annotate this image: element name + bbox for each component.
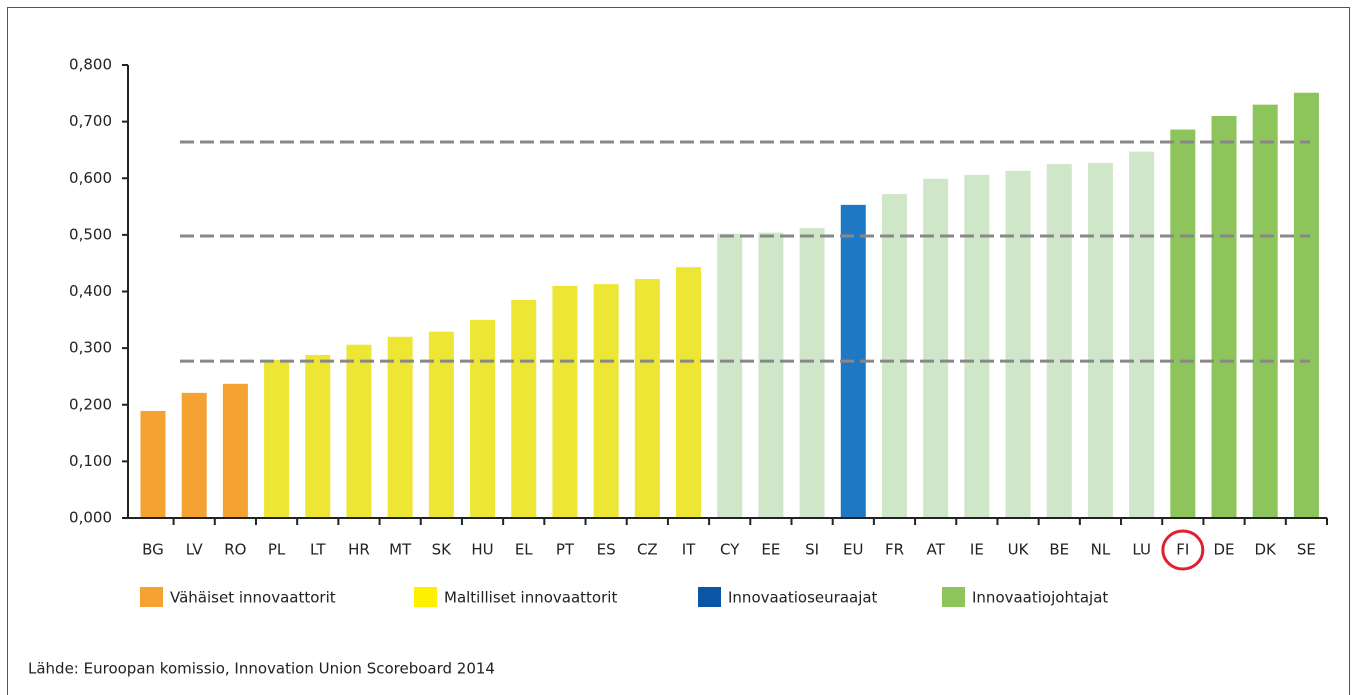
legend-label: Vähäiset innovaattorit xyxy=(170,589,336,607)
bar xyxy=(181,392,207,518)
legend-swatch xyxy=(140,587,163,607)
bar xyxy=(470,319,496,518)
x-tick-label: HR xyxy=(348,541,370,559)
x-tick-label: BG xyxy=(142,541,164,559)
x-tick-label: DE xyxy=(1214,541,1235,559)
x-tick-label: MT xyxy=(389,541,412,559)
bar xyxy=(881,194,907,519)
x-tick-label: AT xyxy=(927,541,946,559)
legend-swatch xyxy=(698,587,721,607)
bar xyxy=(305,354,331,518)
x-tick-label: FR xyxy=(885,541,904,559)
x-tick-label: LU xyxy=(1132,541,1151,559)
x-tick-label: EL xyxy=(515,541,533,559)
x-tick-label: UK xyxy=(1008,541,1030,559)
x-tick-label: NL xyxy=(1091,541,1111,559)
x-tick-label: SK xyxy=(432,541,453,559)
bar xyxy=(593,284,619,518)
frame xyxy=(7,7,1350,695)
bar xyxy=(964,174,990,519)
x-tick-label: RO xyxy=(224,541,246,559)
bar xyxy=(1087,162,1113,518)
y-tick-label: 0,200 xyxy=(69,395,112,413)
x-tick-label: FI xyxy=(1176,541,1189,559)
bar xyxy=(1293,92,1319,518)
x-tick-label: ES xyxy=(597,541,616,559)
x-tick-label: IE xyxy=(970,541,984,559)
x-tick-label: PT xyxy=(556,541,575,559)
bar xyxy=(1005,170,1031,519)
bar xyxy=(552,285,578,518)
bar xyxy=(1129,151,1155,519)
bar xyxy=(634,279,660,518)
x-tick-label: CZ xyxy=(637,541,658,559)
bar xyxy=(428,331,454,518)
x-tick-label: IT xyxy=(682,541,696,559)
legend-swatch xyxy=(942,587,965,607)
bar xyxy=(923,178,949,518)
y-tick-label: 0,700 xyxy=(69,112,112,130)
y-tick-label: 0,400 xyxy=(69,282,112,300)
x-tick-label: SI xyxy=(805,541,819,559)
x-tick-label: LV xyxy=(186,541,204,559)
y-tick-label: 0,300 xyxy=(69,339,112,357)
bar xyxy=(676,267,702,518)
bar xyxy=(511,299,537,518)
bar xyxy=(264,360,290,518)
x-tick-label: HU xyxy=(471,541,493,559)
legend-label: Innovaatioseuraajat xyxy=(728,589,878,607)
highlight-circle xyxy=(1161,529,1205,571)
x-tick-label: EE xyxy=(761,541,780,559)
legend-label: Innovaatiojohtajat xyxy=(972,589,1108,607)
bar xyxy=(1211,115,1237,519)
legend-label: Maltilliset innovaattorit xyxy=(444,589,617,607)
x-tick-label: LT xyxy=(310,541,326,559)
legend-swatch xyxy=(414,587,437,607)
x-tick-label: CY xyxy=(720,541,740,559)
bar xyxy=(346,344,372,518)
x-tick-label: PL xyxy=(268,541,286,559)
bar xyxy=(1046,164,1072,518)
bar xyxy=(717,233,743,518)
bar xyxy=(1252,104,1278,518)
x-tick-label: BE xyxy=(1049,541,1069,559)
y-tick-label: 0,100 xyxy=(69,452,112,470)
x-tick-label: DK xyxy=(1255,541,1278,559)
bar xyxy=(222,383,248,518)
source: Lähde: Euroopan komissio, Innovation Uni… xyxy=(28,660,495,678)
bar xyxy=(387,336,413,518)
bar xyxy=(1170,129,1196,519)
x-tick-label: EU xyxy=(843,541,863,559)
y-tick-label: 0,800 xyxy=(69,56,112,74)
y-tick-label: 0,600 xyxy=(69,169,112,187)
bar xyxy=(758,232,784,519)
bar xyxy=(140,410,166,518)
bar xyxy=(799,228,825,518)
y-tick-label: 0,500 xyxy=(69,225,112,243)
x-tick-label: SE xyxy=(1297,541,1316,559)
y-tick-label: 0,000 xyxy=(69,509,112,527)
